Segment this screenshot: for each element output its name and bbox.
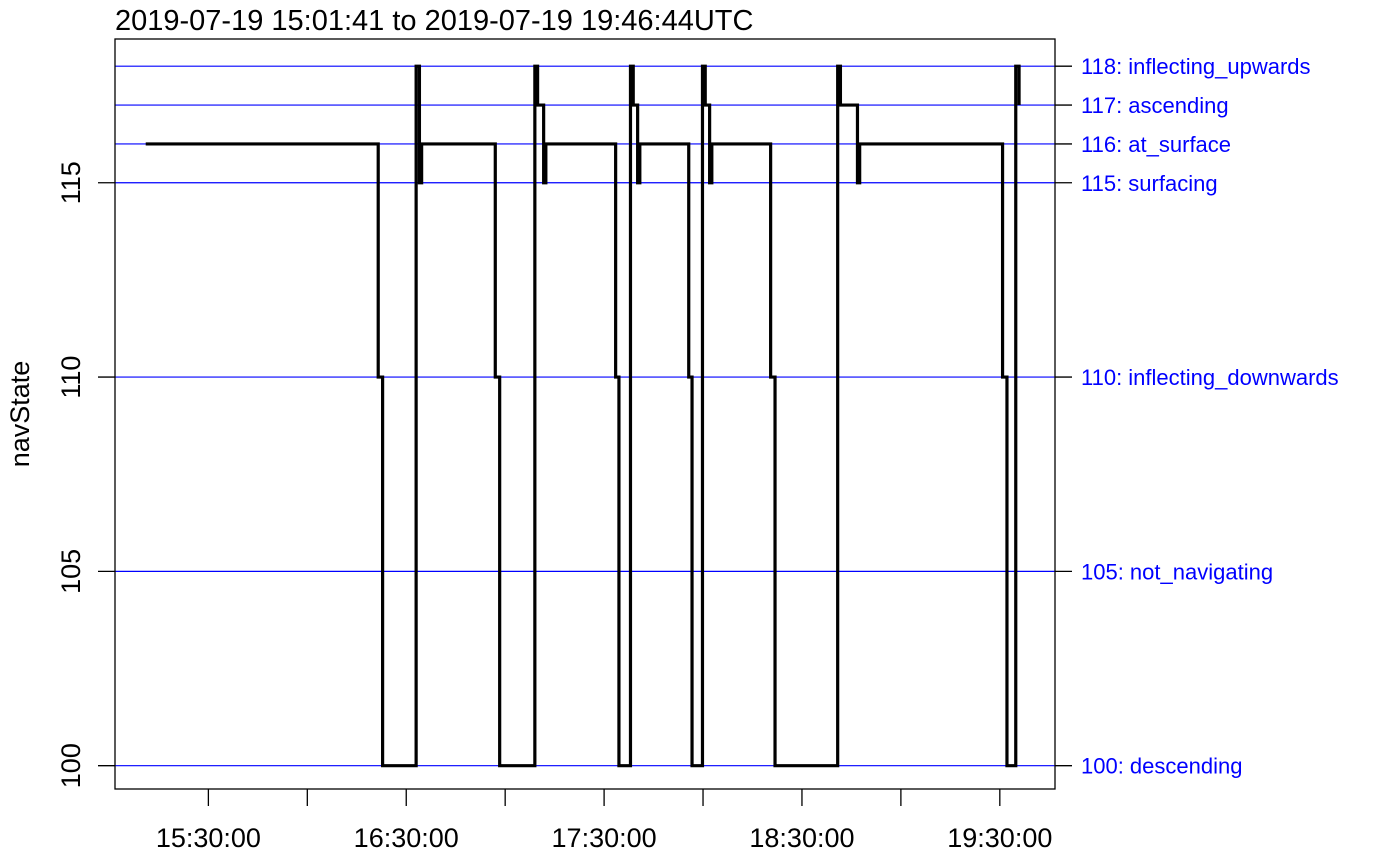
series-layer [145,64,1021,768]
reference-label-118: 118: inflecting_upwards [1081,54,1311,79]
plot-frame [114,38,1056,790]
x-axis: 15:30:00 16:30:00 17:30:00 18:30:00 19:30:00 [156,789,1052,853]
y-axis-label: navState [5,361,35,468]
reference-label-116: 116: at_surface [1081,132,1231,157]
chart-title: 2019-07-19 15:01:41 to 2019-07-19 19:46:… [115,5,753,37]
reference-label-117: 117: ascending [1081,93,1229,118]
y-tick-label-105: 105 [56,549,86,594]
x-tick-label-2: 16:30:00 [354,823,459,853]
x-tick-label-4: 17:30:00 [552,823,657,853]
x-tick-label-0: 15:30:00 [156,823,261,853]
x-tick-label-8: 19:30:00 [947,823,1052,853]
reference-label-100: 100: descending [1081,754,1242,779]
reference-state-lines [115,65,1072,767]
y-tick-label-110: 110 [56,356,86,399]
y-tick-label-115: 115 [56,161,86,204]
reference-label-115: 115: surfacing [1081,171,1218,196]
x-tick-label-6: 18:30:00 [749,823,854,853]
reference-label-105: 105: not_navigating [1081,559,1273,584]
reference-state-labels: 118: inflecting_upwards 117: ascending 116… [1081,54,1339,778]
y-tick-label-100: 100 [56,743,86,788]
y-axis: 100 105 110 115 [56,161,115,788]
reference-label-110: 110: inflecting_downwards [1081,365,1339,390]
navstate-series-line-0 [145,64,1021,768]
